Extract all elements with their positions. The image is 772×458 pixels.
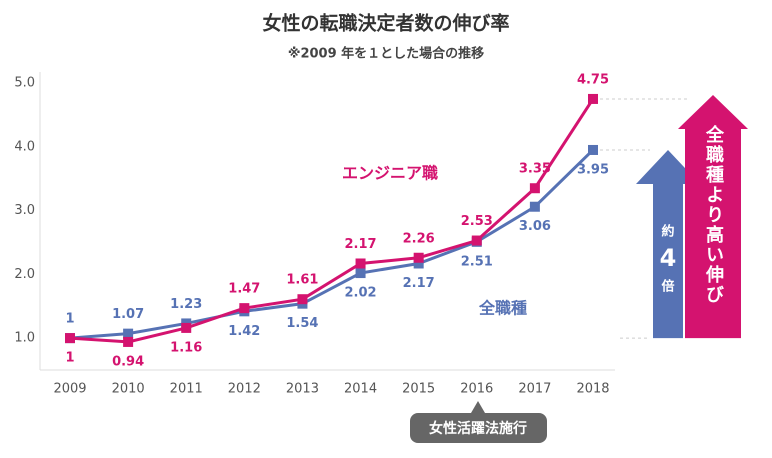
value-label: 2.02 [345, 286, 377, 301]
x-tick-label: 2009 [53, 382, 86, 397]
value-label: 1.47 [228, 282, 260, 297]
point-marker [355, 258, 366, 269]
point-marker [529, 201, 540, 212]
value-label: 1.16 [170, 340, 202, 355]
x-tick-label: 2016 [460, 382, 493, 397]
value-label: 3.06 [519, 219, 551, 234]
y-tick-label: 3.0 [14, 203, 35, 218]
series-line [69, 148, 595, 340]
series-label: エンジニア職 [342, 164, 438, 183]
x-tick-label: 2013 [286, 382, 319, 397]
x-tick-label: 2012 [228, 382, 261, 397]
value-label: 2.17 [403, 276, 435, 291]
value-label: 1.42 [228, 324, 260, 339]
value-label: 3.95 [577, 162, 609, 177]
point-marker [413, 258, 424, 269]
callout-box [410, 413, 547, 443]
point-marker [65, 333, 75, 344]
callout-pointer [471, 401, 485, 413]
point-marker [123, 328, 134, 339]
y-tick-label: 5.0 [14, 76, 35, 91]
value-label: 3.35 [519, 162, 551, 177]
growth-arrow [678, 94, 748, 339]
value-label: 1 [65, 312, 74, 327]
value-label: 4.75 [577, 72, 609, 87]
series-line [69, 98, 595, 344]
y-tick-label: 2.0 [14, 267, 35, 282]
value-label: 0.94 [112, 354, 144, 369]
point-marker [529, 183, 540, 194]
x-tick-label: 2010 [112, 382, 145, 397]
value-label: 2.51 [461, 254, 493, 269]
chart-subtitle: ※2009 年を１とした場合の推移 [288, 46, 484, 62]
event-label: 女性活躍法施行 [429, 420, 527, 437]
value-label: 2.53 [461, 214, 493, 229]
value-label: 2.17 [345, 237, 377, 252]
x-tick-label: 2017 [518, 382, 551, 397]
point-marker [181, 322, 192, 333]
x-tick-label: 2014 [344, 382, 377, 397]
value-label: 1.54 [286, 316, 318, 331]
ratio-suffix: 倍 [661, 279, 674, 295]
ratio-prefix: 約 [661, 224, 674, 240]
value-label: 1.61 [286, 273, 318, 288]
growth-label: 全職種より高い伸び [703, 124, 725, 305]
value-label: 2.26 [403, 231, 435, 246]
x-tick-label: 2015 [402, 382, 435, 397]
ratio-arrow [636, 149, 700, 339]
y-tick-label: 4.0 [14, 139, 35, 154]
point-marker [471, 235, 482, 246]
point-marker [413, 252, 424, 263]
point-marker [123, 336, 134, 347]
point-marker [355, 268, 366, 279]
x-tick-label: 2011 [170, 382, 203, 397]
chart-title: 女性の転職決定者数の伸び率 [262, 12, 509, 35]
series-label: 全職種 [478, 299, 527, 318]
ratio-value: 4 [660, 244, 677, 272]
point-marker [239, 303, 250, 314]
point-marker [588, 144, 598, 155]
point-marker [588, 93, 598, 104]
x-tick-label: 2018 [576, 382, 609, 397]
y-tick-label: 1.0 [14, 331, 35, 346]
value-label: 1 [65, 351, 74, 366]
point-marker [297, 294, 308, 305]
value-label: 1.07 [112, 307, 144, 322]
event-callout: 女性活躍法施行 [410, 401, 547, 443]
value-label: 1.23 [170, 297, 202, 312]
